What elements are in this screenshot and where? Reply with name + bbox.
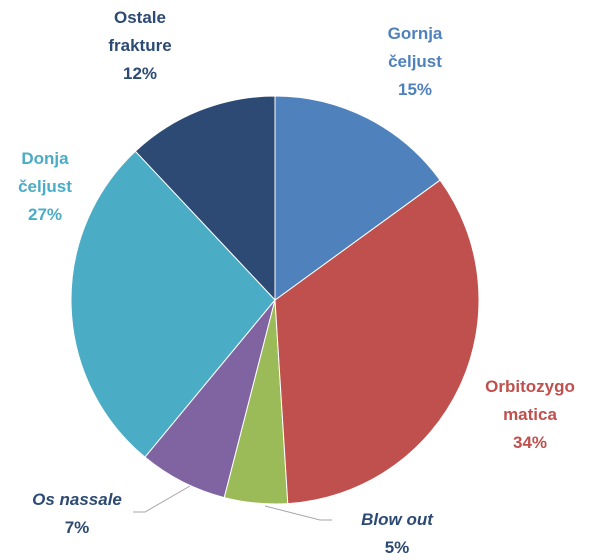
category-label: Ostale frakture (108, 8, 172, 55)
pie-slice (274, 95, 441, 301)
slice-label: Blow out 5% (337, 506, 457, 560)
slice-label: Donja čeljust 27% (5, 145, 85, 229)
pie-slice (274, 179, 480, 505)
category-label: Orbitozygomatica (485, 377, 575, 424)
value-label: 7% (64, 518, 90, 537)
category-label: Os nassale (32, 490, 122, 509)
slice-label: Gornja čeljust 15% (360, 20, 470, 104)
category-label: Blow out (361, 510, 433, 529)
value-label: 12% (122, 64, 158, 83)
category-label: Donja čeljust (18, 149, 72, 196)
value-label: 27% (27, 205, 63, 224)
value-label: 5% (384, 538, 410, 557)
leader-line (264, 505, 332, 521)
category-label: Gornja čeljust (387, 24, 443, 71)
slice-label: Os nassale 7% (12, 486, 142, 542)
pie-slice (134, 95, 276, 302)
value-label: 34% (512, 433, 548, 452)
slice-label: Orbitozygomatica 34% (475, 373, 585, 457)
leader-line (133, 485, 191, 513)
pie-slice (70, 150, 276, 458)
slice-label: Ostale frakture 12% (85, 4, 195, 88)
value-label: 15% (397, 80, 433, 99)
